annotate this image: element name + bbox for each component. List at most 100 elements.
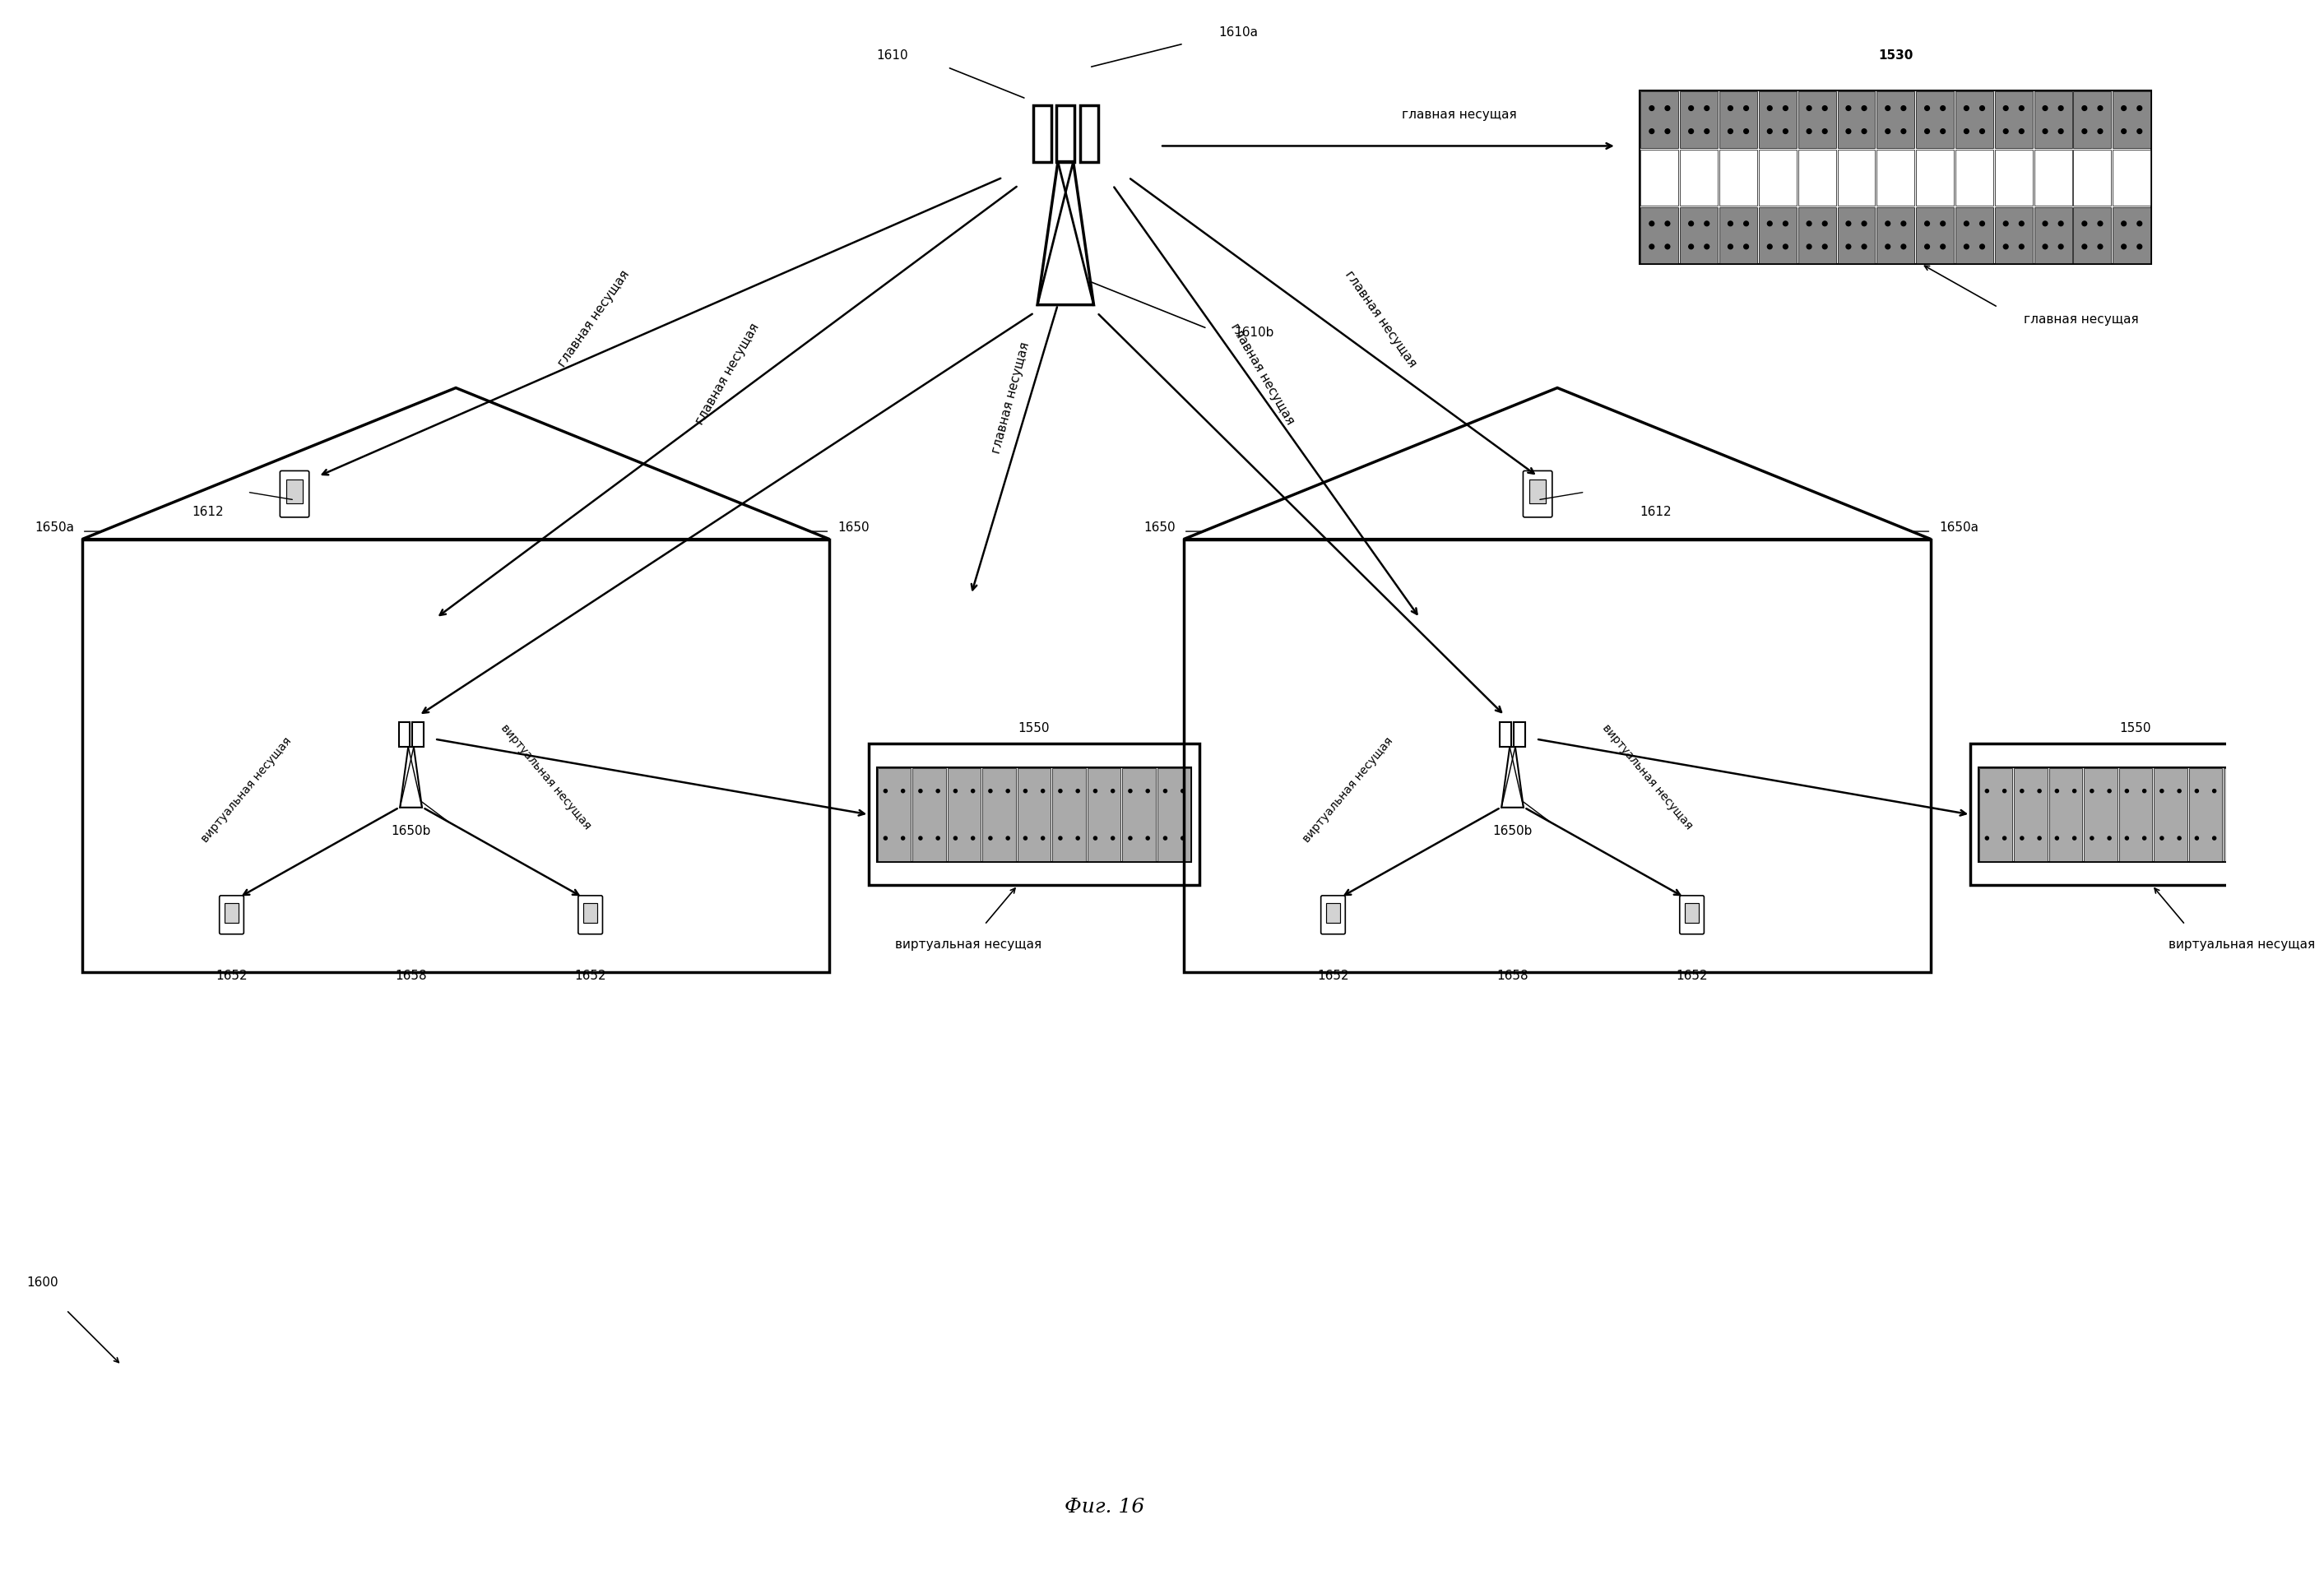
Circle shape bbox=[2108, 836, 2110, 841]
Circle shape bbox=[2138, 106, 2143, 111]
Circle shape bbox=[1806, 245, 1810, 249]
Circle shape bbox=[1845, 221, 1850, 226]
Circle shape bbox=[2020, 245, 2024, 249]
Circle shape bbox=[2099, 221, 2103, 226]
Text: 1650: 1650 bbox=[1143, 521, 1176, 534]
Circle shape bbox=[1743, 245, 1748, 249]
Circle shape bbox=[2020, 790, 2024, 793]
Circle shape bbox=[1729, 106, 1734, 111]
Bar bbox=[1720, 92, 1757, 148]
Circle shape bbox=[1964, 129, 1968, 133]
Text: виртуальная несущая: виртуальная несущая bbox=[895, 939, 1041, 950]
Bar bbox=[2050, 767, 2082, 861]
Circle shape bbox=[1980, 245, 1985, 249]
Bar bbox=[1680, 149, 1717, 205]
Bar bbox=[1994, 92, 2034, 148]
Text: виртуальная несущая: виртуальная несущая bbox=[1599, 723, 1694, 833]
Circle shape bbox=[2212, 790, 2217, 793]
Circle shape bbox=[2212, 836, 2217, 841]
Bar bbox=[2113, 92, 2150, 148]
Circle shape bbox=[2082, 221, 2087, 226]
Circle shape bbox=[2003, 129, 2008, 133]
Circle shape bbox=[1806, 221, 1810, 226]
Text: 1650a: 1650a bbox=[35, 521, 74, 534]
Bar bbox=[1685, 903, 1699, 923]
Text: 1652: 1652 bbox=[574, 969, 607, 982]
Circle shape bbox=[1924, 245, 1929, 249]
Bar bbox=[1529, 480, 1545, 504]
Circle shape bbox=[1980, 221, 1985, 226]
Circle shape bbox=[1845, 129, 1850, 133]
Circle shape bbox=[1060, 790, 1062, 793]
Text: 1652: 1652 bbox=[1318, 969, 1348, 982]
Circle shape bbox=[2020, 106, 2024, 111]
Circle shape bbox=[1845, 106, 1850, 111]
Bar bbox=[878, 767, 911, 861]
Bar bbox=[1122, 767, 1155, 861]
Circle shape bbox=[2143, 836, 2145, 841]
Circle shape bbox=[918, 790, 923, 793]
Circle shape bbox=[902, 790, 904, 793]
Circle shape bbox=[1783, 245, 1787, 249]
Circle shape bbox=[2082, 245, 2087, 249]
Text: 1650b: 1650b bbox=[1492, 825, 1532, 837]
Circle shape bbox=[1111, 836, 1116, 841]
Circle shape bbox=[2138, 129, 2143, 133]
Bar bbox=[1799, 92, 1836, 148]
Circle shape bbox=[1766, 221, 1773, 226]
Circle shape bbox=[2073, 790, 2075, 793]
Bar bbox=[2113, 149, 2150, 205]
Circle shape bbox=[937, 790, 939, 793]
Text: виртуальная несущая: виртуальная несущая bbox=[1301, 736, 1394, 845]
Circle shape bbox=[1941, 106, 1945, 111]
Bar bbox=[1759, 149, 1796, 205]
Circle shape bbox=[1885, 106, 1889, 111]
Circle shape bbox=[2178, 790, 2180, 793]
Circle shape bbox=[1729, 221, 1734, 226]
Circle shape bbox=[1783, 106, 1787, 111]
Circle shape bbox=[2282, 836, 2287, 841]
Circle shape bbox=[1806, 106, 1810, 111]
Circle shape bbox=[2043, 221, 2047, 226]
Circle shape bbox=[1006, 790, 1009, 793]
Circle shape bbox=[1129, 836, 1132, 841]
Circle shape bbox=[2124, 836, 2129, 841]
Circle shape bbox=[1822, 106, 1827, 111]
Circle shape bbox=[2282, 790, 2287, 793]
Bar bbox=[1157, 767, 1190, 861]
Bar bbox=[948, 767, 981, 861]
Circle shape bbox=[1885, 221, 1889, 226]
Circle shape bbox=[1862, 129, 1866, 133]
Bar bbox=[1327, 903, 1341, 923]
Bar bbox=[1720, 207, 1757, 264]
Circle shape bbox=[918, 836, 923, 841]
Circle shape bbox=[2266, 836, 2268, 841]
Circle shape bbox=[1729, 129, 1734, 133]
Circle shape bbox=[1006, 836, 1009, 841]
Circle shape bbox=[1060, 836, 1062, 841]
Bar bbox=[1915, 92, 1954, 148]
Circle shape bbox=[1783, 129, 1787, 133]
Text: главная несущая: главная несущая bbox=[1401, 108, 1515, 121]
Circle shape bbox=[1901, 129, 1906, 133]
Text: 1610a: 1610a bbox=[1218, 25, 1257, 38]
Circle shape bbox=[1664, 245, 1671, 249]
Circle shape bbox=[1041, 836, 1043, 841]
Circle shape bbox=[1146, 790, 1150, 793]
Circle shape bbox=[1901, 221, 1906, 226]
Text: 1530: 1530 bbox=[1878, 49, 1913, 62]
Circle shape bbox=[2089, 790, 2094, 793]
Text: 1550: 1550 bbox=[2119, 721, 2152, 734]
Circle shape bbox=[1941, 245, 1945, 249]
Circle shape bbox=[1862, 221, 1866, 226]
Circle shape bbox=[1650, 129, 1655, 133]
Bar bbox=[2073, 92, 2110, 148]
Circle shape bbox=[953, 790, 957, 793]
Bar bbox=[1878, 149, 1915, 205]
Bar bbox=[1954, 149, 1994, 205]
Circle shape bbox=[2054, 790, 2059, 793]
Circle shape bbox=[1964, 245, 1968, 249]
Bar bbox=[1954, 207, 1994, 264]
Circle shape bbox=[1845, 245, 1850, 249]
Bar bbox=[2189, 767, 2222, 861]
